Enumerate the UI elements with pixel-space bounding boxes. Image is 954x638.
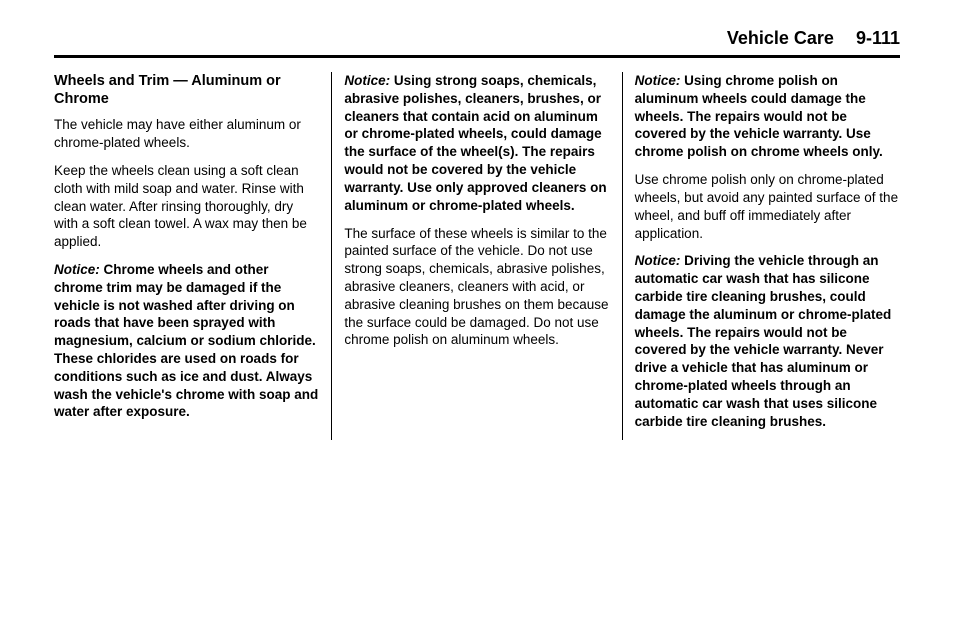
notice-paragraph: Notice: Chrome wheels and other chrome t… <box>54 261 319 421</box>
column-2: Notice: Using strong soaps, chemicals, a… <box>332 72 622 440</box>
subheading: Wheels and Trim — Aluminum or Chrome <box>54 72 319 108</box>
content-columns: Wheels and Trim — Aluminum or Chrome The… <box>54 72 900 440</box>
notice-label: Notice: <box>635 253 681 268</box>
column-1: Wheels and Trim — Aluminum or Chrome The… <box>54 72 332 440</box>
body-paragraph: The vehicle may have either aluminum or … <box>54 116 319 152</box>
body-paragraph: Keep the wheels clean using a soft clean… <box>54 162 319 251</box>
notice-paragraph: Notice: Driving the vehicle through an a… <box>635 252 900 430</box>
body-paragraph: The surface of these wheels is similar t… <box>344 225 609 350</box>
header-page-number: 9-111 <box>856 28 900 49</box>
notice-paragraph: Notice: Using strong soaps, chemicals, a… <box>344 72 609 215</box>
body-paragraph: Use chrome polish only on chrome-plated … <box>635 171 900 242</box>
notice-body: Chrome wheels and other chrome trim may … <box>54 262 318 420</box>
page: Vehicle Care 9-111 Wheels and Trim — Alu… <box>0 0 954 460</box>
header-section-title: Vehicle Care <box>727 28 834 49</box>
notice-label: Notice: <box>54 262 100 277</box>
notice-body: Driving the vehicle through an automatic… <box>635 253 892 428</box>
notice-paragraph: Notice: Using chrome polish on aluminum … <box>635 72 900 161</box>
notice-label: Notice: <box>344 73 390 88</box>
notice-body: Using strong soaps, chemicals, abrasive … <box>344 73 606 213</box>
notice-label: Notice: <box>635 73 681 88</box>
page-header: Vehicle Care 9-111 <box>54 28 900 58</box>
column-3: Notice: Using chrome polish on aluminum … <box>623 72 900 440</box>
